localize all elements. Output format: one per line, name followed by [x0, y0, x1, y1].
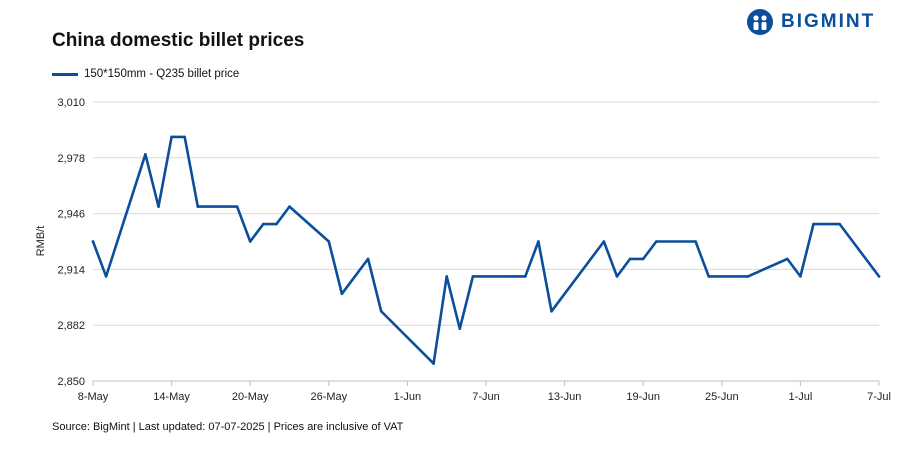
data-point [275, 222, 278, 226]
y-tick-label: 2,850 [57, 376, 85, 388]
y-tick-label: 2,946 [57, 209, 85, 221]
data-point [655, 240, 658, 243]
grid-lines [93, 101, 879, 382]
data-point [91, 240, 95, 243]
x-tick-label: 13-Jun [548, 391, 582, 403]
chart-title: China domestic billet prices [52, 30, 305, 51]
x-tick-label: 7-Jul [867, 391, 891, 403]
source-note: Source: BigMint | Last updated: 07-07-20… [52, 421, 404, 433]
x-tick-label: 1-Jul [788, 391, 812, 403]
data-point [786, 257, 789, 261]
brand-name: BIGMINT [781, 11, 876, 32]
y-tick-label: 2,978 [57, 153, 85, 165]
data-point [340, 292, 344, 296]
data-point [641, 257, 645, 261]
y-tick-label: 3,010 [57, 97, 85, 109]
data-point [628, 257, 632, 261]
y-tick-label: 2,914 [57, 264, 85, 276]
x-tick-label: 19-Jun [626, 391, 660, 403]
data-point [471, 275, 475, 278]
data-point [537, 240, 540, 243]
legend-label: 150*150mm - Q235 billet price [84, 68, 240, 80]
x-tick-label: 25-Jun [705, 391, 739, 403]
data-point [248, 240, 252, 243]
data-point [615, 275, 619, 278]
data-point [877, 275, 881, 278]
data-point [104, 275, 108, 278]
data-point [196, 205, 200, 208]
data-point [262, 222, 265, 226]
data-point [366, 257, 370, 261]
data-point [602, 240, 606, 243]
data-point [432, 362, 435, 365]
x-tick-label: 8-May [78, 391, 109, 403]
series-line [91, 135, 881, 365]
legend-swatch [52, 72, 78, 76]
data-point [746, 275, 750, 278]
x-tick-label: 20-May [232, 391, 269, 403]
x-tick-label: 14-May [153, 391, 190, 403]
data-point [157, 205, 160, 208]
data-point [694, 240, 697, 243]
data-point [445, 275, 449, 278]
data-point [812, 222, 815, 226]
y-tick-label: 2,882 [57, 320, 85, 332]
x-tick-label: 1-Jun [394, 391, 422, 403]
x-tick-label: 7-Jun [472, 391, 500, 403]
data-point [707, 275, 710, 278]
brand-logo: BIGMINT [745, 7, 875, 37]
series-layer [91, 135, 881, 365]
data-point [838, 222, 841, 226]
data-point [550, 310, 553, 313]
data-point [144, 153, 147, 156]
data-point [524, 275, 527, 278]
data-point [799, 275, 802, 278]
data-point [510, 275, 514, 278]
data-point [327, 240, 331, 243]
y-axis-ticks: 2,850 2,882 2,914 2,946 2,978 3,010 [57, 97, 85, 388]
data-point [170, 135, 173, 139]
x-tick-label: 26-May [310, 391, 347, 403]
data-point [379, 310, 383, 313]
data-point [183, 135, 186, 139]
y-axis-label: RMB/t [35, 226, 47, 257]
x-axis-ticks: 8-May 14-May 20-May 26-May 1-Jun 7-Jun 13-Jun 1… [78, 381, 891, 403]
data-point [288, 205, 291, 208]
chart-legend: 150*150mm - Q235 billet price [52, 68, 239, 80]
data-point [235, 205, 239, 208]
bigmint-logo-icon [747, 9, 773, 35]
data-point [458, 327, 462, 331]
